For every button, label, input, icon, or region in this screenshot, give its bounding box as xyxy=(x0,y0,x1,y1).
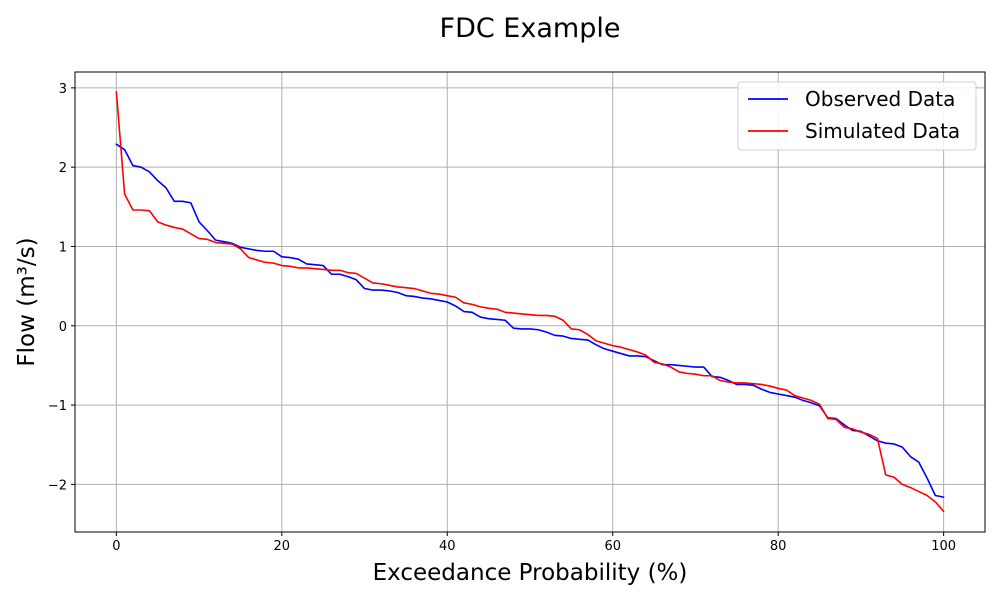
legend: Observed Data Simulated Data xyxy=(737,81,977,151)
y-tick-label: 2 xyxy=(59,161,67,176)
series-line-simulated xyxy=(115,91,945,513)
plot-frame xyxy=(74,71,986,533)
chart-title: FDC Example xyxy=(440,13,621,44)
x-tick-label: 40 xyxy=(439,539,456,554)
axis-ticks: 0 20 40 60 80 100 −2 −1 0 1 2 3 xyxy=(48,82,956,554)
legend-label: Simulated Data xyxy=(805,119,960,143)
y-tick-label: 1 xyxy=(59,240,67,255)
x-tick-label: 100 xyxy=(931,539,956,554)
x-tick-label: 0 xyxy=(112,539,120,554)
legend-box xyxy=(737,81,977,151)
y-tick-label: −1 xyxy=(48,399,67,414)
series-lines xyxy=(115,91,945,513)
y-tick-label: 0 xyxy=(59,320,67,335)
x-tick-label: 60 xyxy=(604,539,621,554)
x-tick-label: 80 xyxy=(770,539,787,554)
legend-label: Observed Data xyxy=(805,87,955,111)
x-axis-label: Exceedance Probability (%) xyxy=(373,560,688,586)
series-line-observed xyxy=(115,143,945,498)
y-tick-label: 3 xyxy=(59,82,67,97)
x-tick-label: 20 xyxy=(274,539,291,554)
y-axis-label: Flow (m³/s) xyxy=(14,237,40,366)
y-tick-label: −2 xyxy=(48,478,67,493)
